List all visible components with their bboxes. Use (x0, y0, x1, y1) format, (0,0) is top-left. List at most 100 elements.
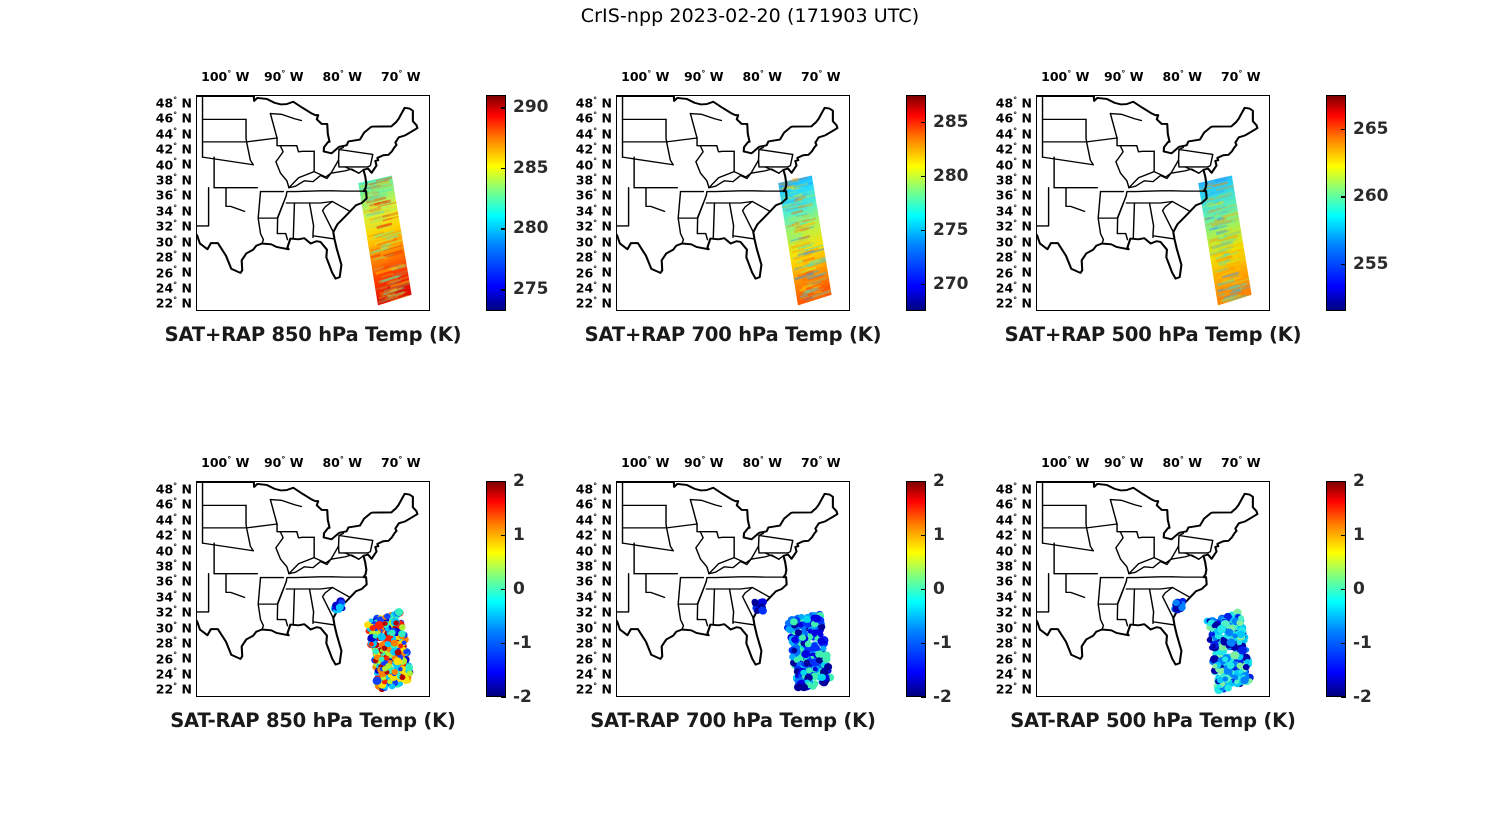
retrieval-point (373, 631, 380, 638)
lat-tick-value: 26 (575, 265, 594, 280)
degree-icon: ° (1013, 249, 1018, 259)
retrieval-point (374, 630, 381, 638)
lat-tick-label: 34° N (991, 589, 1032, 604)
retrieval-point (798, 621, 806, 628)
retrieval-point (1231, 660, 1239, 667)
colorbar-tick (921, 122, 926, 124)
swath-scanline (381, 272, 394, 279)
retrieval-point (367, 634, 377, 643)
state-border-path (344, 552, 360, 560)
swath-scanline (1218, 292, 1226, 298)
swath-scanline (373, 200, 388, 206)
state-border-path (689, 498, 698, 525)
swath-scanline (796, 242, 815, 250)
retrieval-point (795, 663, 801, 669)
retrieval-point (1218, 642, 1227, 651)
retrieval-point (384, 640, 393, 648)
retrieval-point (392, 655, 398, 661)
retrieval-point (382, 686, 388, 691)
retrieval-point (399, 638, 405, 643)
retrieval-point (1210, 640, 1219, 649)
retrieval-point (803, 615, 811, 623)
colorbar-tick (501, 535, 506, 537)
swath-scanline (370, 183, 393, 191)
swath-scanline (382, 216, 399, 222)
colorbar-tick (921, 589, 926, 591)
retrieval-point (391, 630, 398, 637)
retrieval-point (1213, 633, 1221, 640)
retrieval-point (378, 641, 386, 649)
swath-scanline (793, 197, 803, 203)
retrieval-point (377, 678, 386, 687)
swath-scanline (779, 184, 796, 191)
state-border-path (1177, 532, 1185, 547)
lat-tick-value: 48 (575, 95, 594, 111)
colorbar-tick-label: 285 (513, 157, 549, 178)
state-border-path (1136, 145, 1155, 153)
swath-scanline (378, 275, 399, 284)
degree-icon: ° (173, 496, 178, 506)
colorbar-sat-rap-sum-700 (906, 95, 926, 311)
retrieval-point (1236, 630, 1246, 639)
state-border-path (716, 145, 735, 153)
retrieval-point (389, 678, 399, 687)
retrieval-point (1236, 665, 1246, 675)
swath-scanline (367, 194, 380, 200)
retrieval-point (1179, 605, 1186, 610)
lat-tick-value: 46 (995, 110, 1014, 126)
retrieval-point (395, 620, 405, 629)
lat-hemisphere: N (181, 512, 192, 528)
state-border-path (1136, 531, 1155, 539)
lat-tick-value: 32 (575, 218, 594, 234)
state-border-path (708, 172, 752, 189)
retrieval-point (405, 674, 412, 681)
retrieval-point (1230, 651, 1240, 660)
colorbar-sat-rap-diff-500 (1326, 481, 1346, 697)
retrieval-point (337, 598, 345, 605)
colorbar-tick (501, 289, 506, 291)
retrieval-point (333, 603, 342, 611)
state-border-path (733, 545, 760, 564)
state-border-path (308, 202, 315, 227)
retrieval-point (799, 683, 809, 692)
swath-scanline (1224, 284, 1241, 291)
retrieval-point (1228, 616, 1235, 623)
retrieval-point (801, 663, 808, 670)
swath-scanline (808, 285, 830, 294)
swath-scanline (361, 194, 370, 199)
lat-tick-value: 32 (155, 218, 174, 234)
retrieval-point (393, 621, 403, 630)
degree-icon: ° (398, 69, 403, 78)
retrieval-point (804, 633, 813, 642)
retrieval-point (801, 679, 811, 688)
lat-tick-label: 34° N (151, 589, 192, 604)
retrieval-point (1226, 624, 1236, 633)
retrieval-point (379, 642, 388, 651)
degree-icon: ° (173, 604, 178, 614)
retrieval-point (1239, 629, 1247, 637)
lat-tick-value: 32 (995, 218, 1014, 234)
lat-hemisphere: N (601, 589, 612, 605)
state-border-path (1128, 558, 1172, 575)
retrieval-point (790, 646, 797, 653)
retrieval-point (817, 656, 823, 661)
retrieval-point (803, 615, 809, 621)
retrieval-point (1206, 623, 1215, 631)
retrieval-point (394, 660, 401, 667)
retrieval-point (1212, 663, 1218, 669)
retrieval-point (1220, 637, 1227, 643)
retrieval-point (792, 637, 802, 646)
state-border-path (1148, 588, 1155, 613)
degree-icon: ° (173, 542, 178, 552)
swath-scanline (797, 199, 814, 206)
state-border-path (1170, 168, 1200, 174)
degree-icon: ° (1013, 496, 1018, 506)
degree-icon: ° (593, 481, 598, 491)
retrieval-point (793, 626, 799, 632)
swath-scanline (1223, 230, 1241, 238)
retrieval-point (390, 628, 398, 635)
retrieval-point (402, 659, 409, 665)
swath-scanline (1218, 234, 1239, 243)
retrieval-point (381, 645, 388, 651)
